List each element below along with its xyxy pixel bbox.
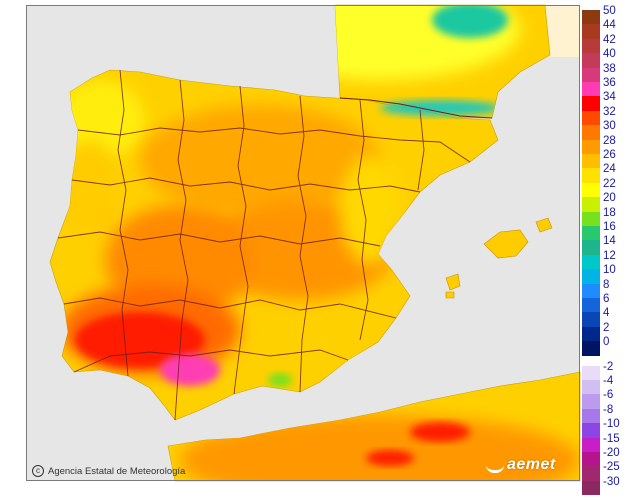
legend-label: -2 <box>603 360 614 373</box>
legend-label: -15 <box>603 432 620 445</box>
legend-label: 34 <box>603 91 616 104</box>
legend-swatch <box>582 67 600 82</box>
aemet-logo-icon <box>486 458 504 473</box>
legend-swatch <box>582 312 600 327</box>
temperature-legend: 50 44 42 40 38 36 34 32 30 28 26 24 22 20 18 16 14 12 10 8 6… <box>582 5 630 496</box>
legend-label: 8 <box>603 278 610 291</box>
legend-swatch <box>582 197 600 212</box>
legend-label: 26 <box>603 149 616 161</box>
legend-label: 38 <box>603 62 616 75</box>
legend-swatch <box>582 110 600 126</box>
legend-swatch <box>582 437 600 452</box>
legend-label: 2 <box>603 321 610 334</box>
legend-label: 0 <box>603 336 610 349</box>
legend-label: 10 <box>603 264 616 277</box>
legend-swatch <box>582 341 600 356</box>
legend-label: -10 <box>603 418 620 431</box>
legend-swatch <box>582 466 600 481</box>
legend-swatch <box>582 326 600 342</box>
legend-swatch <box>582 211 600 226</box>
legend-label: 30 <box>603 120 616 133</box>
legend-label: 32 <box>603 105 616 118</box>
legend-swatch <box>582 24 600 39</box>
legend-swatch <box>582 182 600 198</box>
legend-swatch <box>582 125 600 140</box>
legend-swatch <box>582 365 600 380</box>
legend-label: -6 <box>603 389 614 402</box>
legend-label: 6 <box>603 293 610 305</box>
legend-swatch <box>582 480 600 496</box>
legend-swatch <box>582 168 600 183</box>
legend-swatch <box>582 283 600 298</box>
credit: c Agencia Estatal de Meteorología <box>32 465 185 477</box>
legend-swatch <box>582 82 600 97</box>
legend-label: -30 <box>603 475 620 488</box>
legend-swatch <box>582 240 600 255</box>
legend-label: -8 <box>603 403 614 416</box>
legend-label: 24 <box>603 163 616 176</box>
legend-label: 28 <box>603 134 616 147</box>
legend-label: 12 <box>603 249 616 262</box>
legend-swatch <box>582 38 600 54</box>
legend-swatch <box>582 226 600 241</box>
legend-swatch <box>582 154 600 169</box>
aemet-logo-text: aemet <box>507 456 556 473</box>
legend-swatch <box>582 254 600 270</box>
legend-label: 20 <box>603 192 616 205</box>
legend-label: 14 <box>603 235 616 248</box>
legend-swatch <box>582 408 600 424</box>
legend-swatch <box>582 53 600 68</box>
legend-label: 4 <box>603 307 610 320</box>
legend-swatch <box>582 423 600 438</box>
legend-label: -20 <box>603 447 620 459</box>
legend-swatch <box>582 269 600 284</box>
copyright-icon: c <box>32 465 44 477</box>
legend-label: 18 <box>603 206 616 219</box>
legend-swatch <box>582 452 600 467</box>
legend-swatch <box>582 298 600 313</box>
legend-label: 50 <box>603 5 616 17</box>
legend-label: 44 <box>603 19 616 32</box>
credit-text: Agencia Estatal de Meteorología <box>48 465 186 477</box>
legend-label: 42 <box>603 33 616 46</box>
legend-label: -25 <box>603 461 620 474</box>
legend-label: 22 <box>603 177 616 190</box>
legend-swatch <box>582 394 600 409</box>
legend-label: 36 <box>603 77 616 89</box>
legend-swatch <box>582 139 600 154</box>
legend-swatch <box>582 380 600 395</box>
legend-swatch <box>582 10 600 25</box>
legend-label: -4 <box>603 375 614 387</box>
legend-label: 40 <box>603 48 616 61</box>
legend-swatch <box>582 96 600 111</box>
legend-label: 16 <box>603 221 616 233</box>
aemet-logo: aemet <box>486 456 556 474</box>
